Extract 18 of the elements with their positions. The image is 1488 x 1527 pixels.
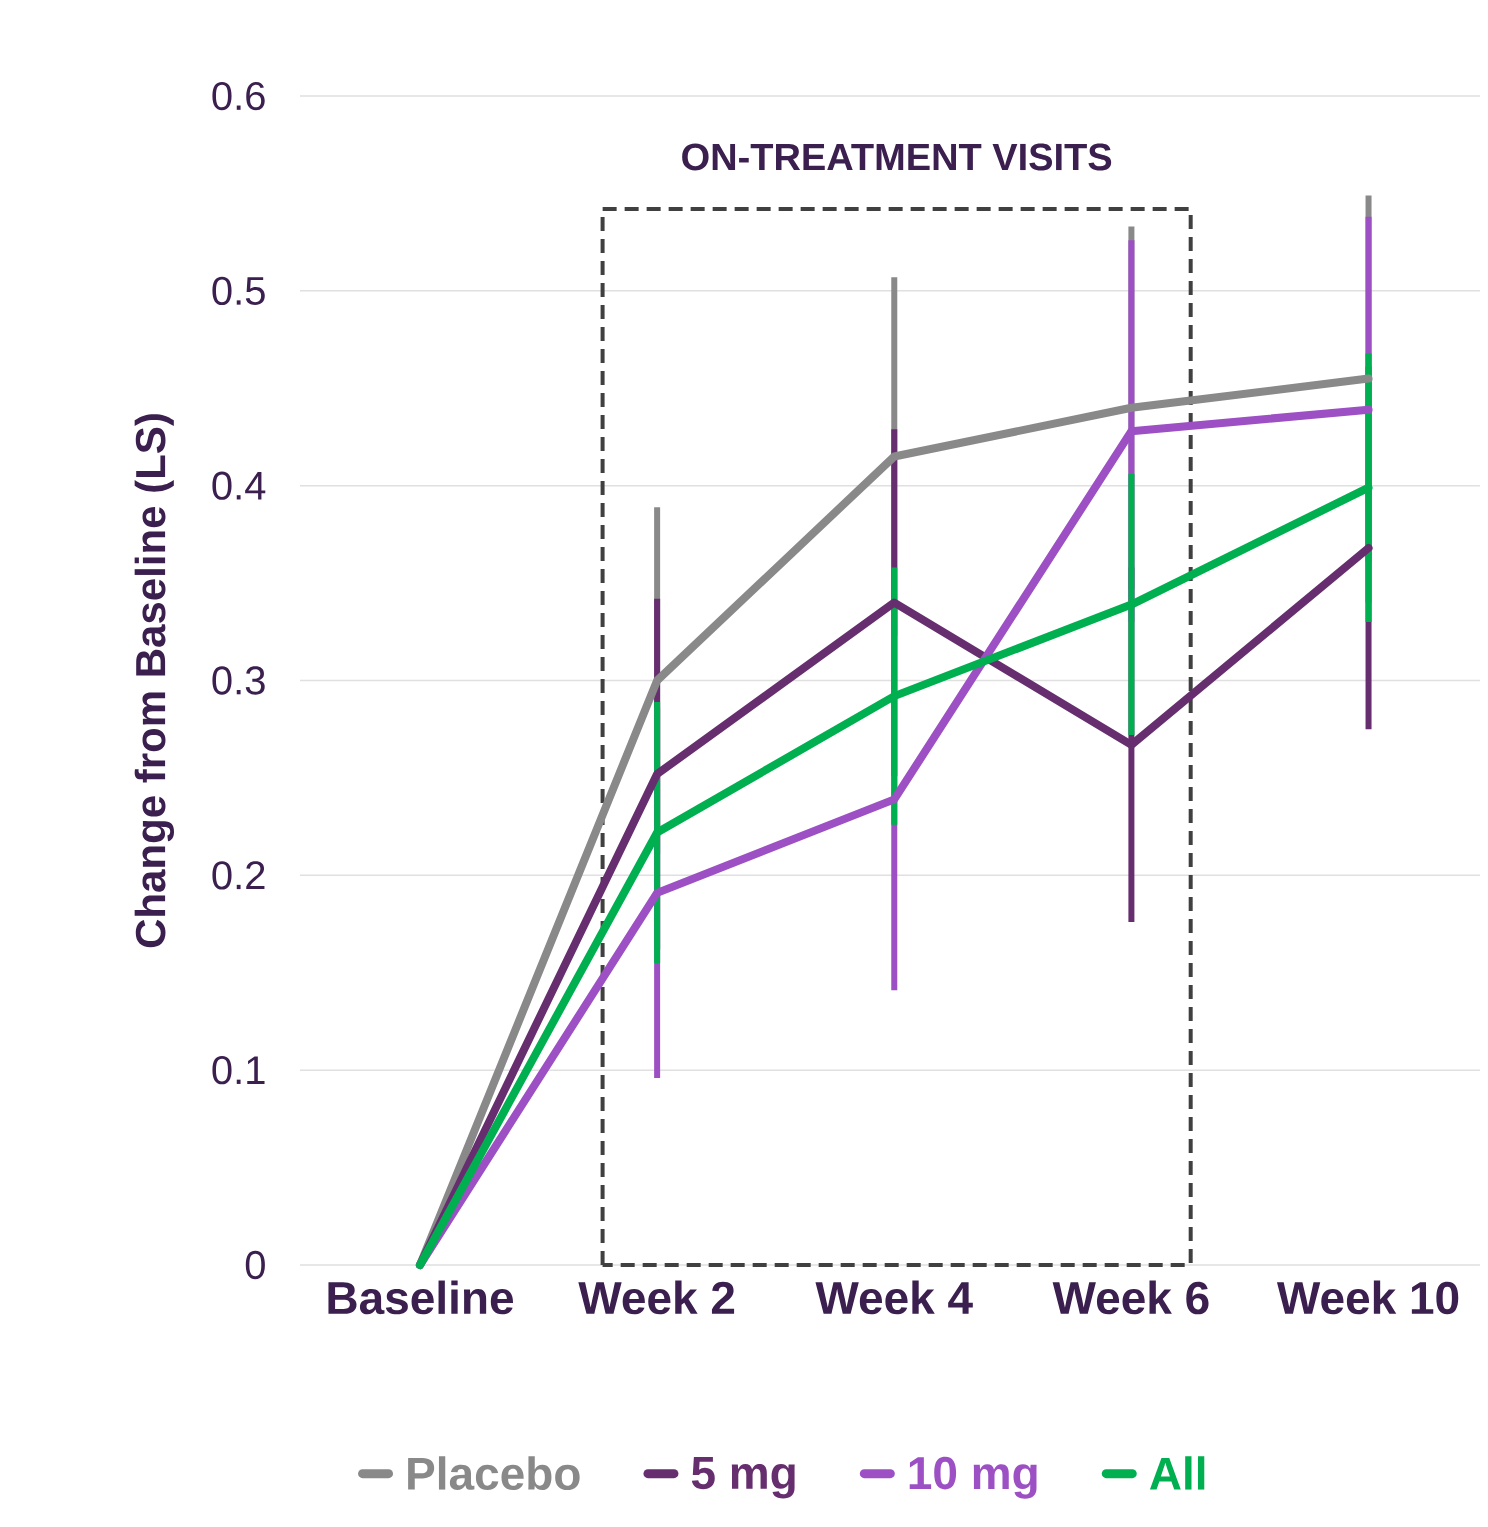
x-tick-label: Week 6 [1052, 1280, 1209, 1315]
x-tick-label: Week 4 [815, 1280, 973, 1315]
legend-label: 10 mg [909, 1456, 1037, 1499]
y-tick-label: 0.1 [212, 1056, 265, 1085]
y-tick-label: 0.2 [212, 861, 265, 890]
legend-label: Placebo [408, 1456, 580, 1491]
y-tick-label: 0.3 [212, 666, 265, 695]
legend-label: All [1149, 1456, 1205, 1490]
x-tick-label: Week 2 [578, 1280, 735, 1315]
x-tick-label: Week 10 [1276, 1280, 1459, 1315]
y-axis-title: Change from Baseline (LS) [134, 414, 174, 948]
y-tick-label: 0.4 [212, 471, 266, 500]
annotation: ON-TREATMENT VISITS [682, 143, 1112, 171]
y-tick-label: 0 [245, 1250, 265, 1280]
x-tick-label: Baseline [328, 1280, 514, 1315]
y-tick-label: 0.6 [212, 81, 265, 111]
y-tick-label: 0.5 [212, 276, 265, 306]
legend-label: 5 mg [691, 1457, 795, 1499]
